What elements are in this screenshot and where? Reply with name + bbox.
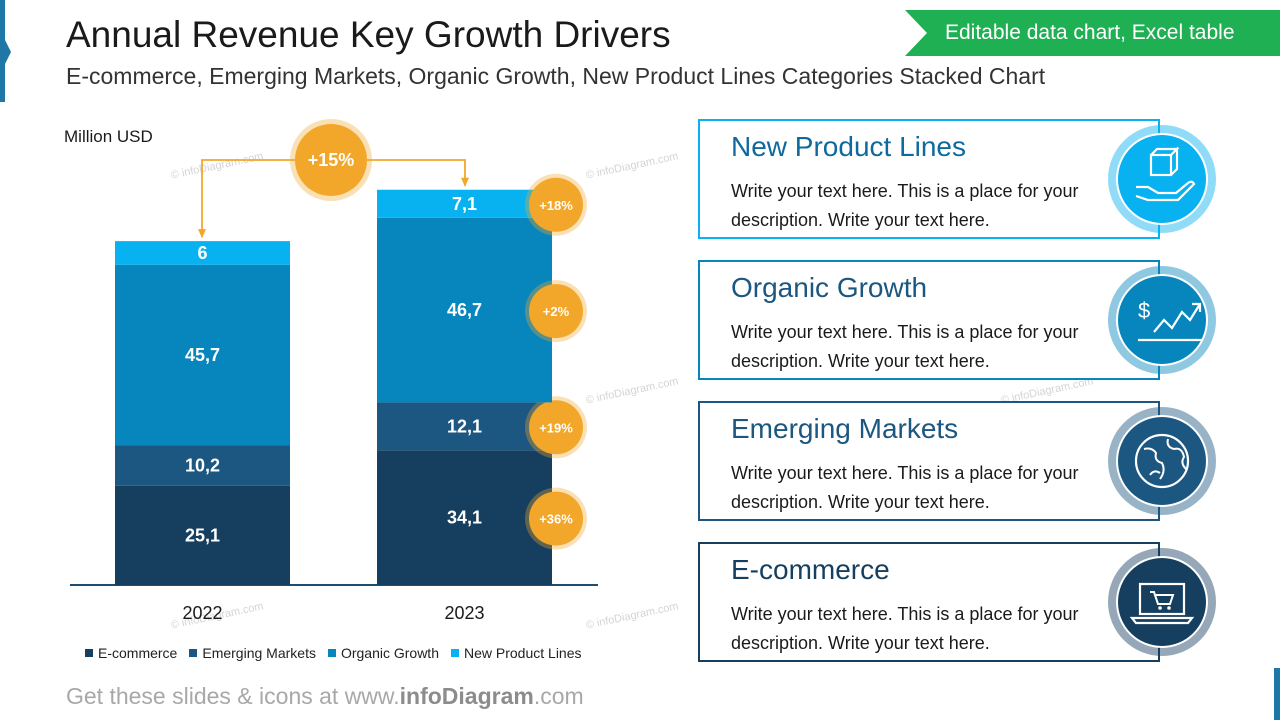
- bar-segment-organic-growth: [377, 217, 552, 403]
- arrow-head: [198, 229, 206, 239]
- info-card: Emerging Markets Write your text here. Th…: [698, 401, 1160, 521]
- page-title: Annual Revenue Key Growth Drivers: [66, 14, 671, 55]
- icon-circle: [1118, 558, 1206, 646]
- data-label: 7,1: [452, 194, 477, 214]
- footer-prefix: Get these slides & icons at www.: [66, 683, 400, 709]
- card-title: Organic Growth: [731, 272, 928, 303]
- data-label: 45,7: [185, 345, 220, 365]
- legend-item: New Product Lines: [451, 645, 582, 661]
- arrow-head: [461, 177, 469, 187]
- growth-badge: [529, 284, 583, 339]
- card-title: Emerging Markets: [731, 413, 959, 444]
- dollar-growth-chart-icon: $: [1108, 266, 1216, 374]
- legend-label: New Product Lines: [464, 645, 582, 661]
- laptop-cart-icon-glyph: [1129, 582, 1195, 625]
- footer-brand: infoDiagram: [399, 683, 534, 709]
- data-label: 46,7: [447, 300, 482, 320]
- legend-label: Organic Growth: [340, 645, 439, 661]
- card-description: Write your text here. This is a place fo…: [731, 604, 1079, 653]
- dollar-growth-chart-icon-glyph: $: [1138, 298, 1202, 342]
- editable-banner: Editable data chart, Excel table: [905, 10, 1280, 56]
- icon-circle: [1118, 417, 1206, 505]
- left-accent-bar: [0, 0, 11, 102]
- footer-text[interactable]: Get these slides & icons at www.infoDiag…: [66, 683, 584, 710]
- bar-segment-emerging-markets: [377, 402, 552, 451]
- footer-suffix: .com: [533, 683, 584, 709]
- info-card: New Product Lines Write your text here. T…: [698, 119, 1160, 239]
- total-growth-label: +15%: [308, 150, 355, 170]
- editable-banner-label: Editable data chart, Excel table: [945, 21, 1235, 44]
- growth-badge-label: +36%: [539, 512, 573, 527]
- growth-badge: [529, 491, 583, 546]
- bar-segment-e-commerce: [115, 485, 290, 585]
- legend-item: E-commerce: [85, 645, 177, 661]
- icon-circle: [1118, 276, 1206, 364]
- data-label: 10,2: [185, 456, 220, 476]
- right-accent-bar: [1274, 668, 1280, 720]
- hand-box-icon: [1108, 125, 1216, 233]
- bar-segment-emerging-markets: [115, 445, 290, 486]
- card-title: E-commerce: [731, 554, 890, 585]
- info-card: E-commerce Write your text here. This is …: [698, 542, 1160, 662]
- chart-legend: E-commerce Emerging Markets Organic Growth…: [85, 645, 582, 661]
- growth-badge: [529, 177, 583, 232]
- data-label: 6: [197, 243, 207, 263]
- growth-badge-label: +2%: [543, 304, 570, 319]
- growth-badge-label: +18%: [539, 198, 573, 213]
- stacked-bar-chart: 25,1 10,2 45,7 6 2022 34,1 +36% 12,1 +19% 46,7 +2%…: [70, 119, 598, 623]
- card-description: Write your text here. This is a place fo…: [731, 463, 1079, 512]
- legend-swatch: [85, 649, 93, 657]
- legend-label: Emerging Markets: [202, 645, 316, 661]
- card-description: Write your text here. This is a place fo…: [731, 181, 1079, 230]
- bar-segment-new-product-lines: [115, 241, 290, 265]
- bar-segment-organic-growth: [115, 264, 290, 446]
- growth-badge-label: +19%: [539, 420, 573, 435]
- data-label: 34,1: [447, 508, 482, 528]
- unit-label: Million USD: [64, 127, 153, 146]
- globe-icon-glyph: [1134, 433, 1190, 489]
- data-label: 12,1: [447, 416, 482, 436]
- card-title: New Product Lines: [731, 131, 967, 162]
- legend-swatch: [327, 649, 336, 657]
- legend-item: Organic Growth: [327, 645, 439, 661]
- card-description: Write your text here. This is a place fo…: [731, 322, 1079, 371]
- growth-badge: [529, 400, 583, 455]
- x-tick-label: 2023: [444, 603, 484, 623]
- legend-swatch: [189, 649, 198, 657]
- legend-item: Emerging Markets: [189, 645, 316, 661]
- page-subtitle: E-commerce, Emerging Markets, Organic Gr…: [66, 63, 1046, 89]
- bar-segment-e-commerce: [377, 450, 552, 585]
- total-growth-badge: [295, 124, 367, 196]
- legend-label: E-commerce: [98, 645, 178, 661]
- laptop-cart-icon: [1108, 548, 1216, 656]
- bar-segment-new-product-lines: [377, 189, 552, 218]
- info-card: Organic Growth Write your text here. This…: [698, 260, 1160, 380]
- hand-box-icon-glyph: [1135, 146, 1196, 202]
- x-tick-label: 2022: [182, 603, 222, 623]
- data-label: 25,1: [185, 525, 220, 545]
- legend-swatch: [451, 649, 459, 657]
- svg-text:$: $: [1138, 298, 1150, 323]
- globe-icon: [1108, 407, 1216, 515]
